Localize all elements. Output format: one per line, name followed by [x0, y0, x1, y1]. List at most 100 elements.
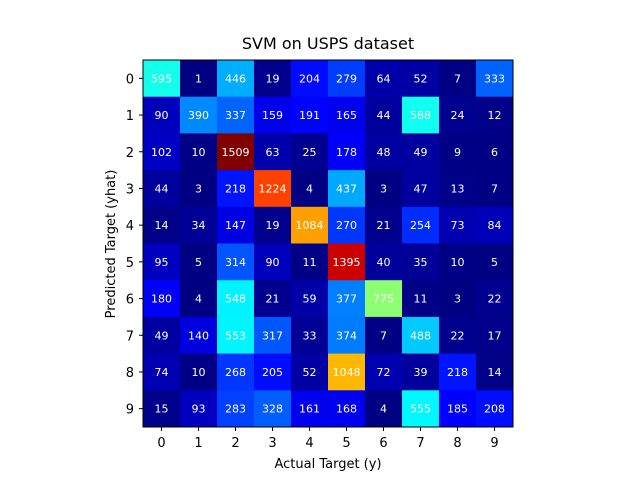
- cell-value-label: 6: [491, 146, 498, 159]
- heatmap-cell: [180, 206, 218, 244]
- heatmap-cell: [328, 353, 366, 391]
- heatmap-cell: [476, 170, 514, 208]
- cell-value-label: 5: [195, 256, 202, 269]
- heatmap-cell: [476, 280, 514, 318]
- cell-value-label: 52: [414, 72, 428, 85]
- cell-value-label: 44: [155, 182, 169, 195]
- heatmap-cell: [439, 170, 477, 208]
- heatmap-cell: [476, 60, 514, 98]
- y-axis-ticks: 0 1 2 3 4 5 6 7 8 9: [126, 72, 143, 418]
- heatmap-cell: [439, 280, 477, 318]
- cell-value-label: 185: [447, 403, 468, 416]
- y-tick-label: 0: [126, 72, 134, 87]
- heatmap-cell: [328, 316, 366, 355]
- heatmap-cell: [254, 60, 292, 98]
- heatmap-cell: [291, 96, 329, 134]
- heatmap-cell: [217, 353, 255, 391]
- heatmap-cell: [402, 390, 440, 428]
- x-tick-label: 0: [157, 436, 165, 451]
- cell-value-label: 52: [303, 366, 317, 379]
- heatmap-cell: [402, 96, 440, 134]
- heatmap-cell: [254, 390, 292, 428]
- heatmap-cell: [402, 243, 440, 281]
- cell-value-label: 168: [336, 403, 357, 416]
- heatmap-cell: [217, 206, 255, 244]
- x-tick-label: 6: [379, 436, 387, 451]
- heatmap-cell: [402, 316, 440, 355]
- cell-value-label: 49: [414, 146, 428, 159]
- cell-value-label: 178: [336, 146, 357, 159]
- heatmap-cell: [291, 60, 329, 98]
- heatmap-cell: [476, 353, 514, 391]
- heatmap-cell: [476, 243, 514, 281]
- y-tick-label: 5: [126, 256, 134, 271]
- x-axis-ticks: 0 1 2 3 4 5 6 7 8 9: [157, 427, 499, 451]
- cell-value-label: 374: [336, 329, 357, 342]
- cell-value-label: 279: [336, 72, 357, 85]
- heatmap-cell: [328, 60, 366, 98]
- heatmap-cell: [217, 133, 255, 171]
- heatmap-cell: [291, 280, 329, 318]
- heatmap-cell: [143, 133, 181, 171]
- cell-value-label: 3: [380, 182, 387, 195]
- heatmap-cell: [291, 243, 329, 281]
- x-tick-label: 7: [416, 436, 424, 451]
- heatmap-cell: [476, 390, 514, 428]
- heatmap-cell: [291, 316, 329, 355]
- cell-value-label: 1509: [222, 146, 250, 159]
- heatmap-cell: [143, 316, 181, 355]
- cell-value-label: 33: [303, 329, 317, 342]
- cell-value-label: 161: [299, 403, 320, 416]
- heatmap-cell: [476, 206, 514, 244]
- heatmap-cell: [328, 96, 366, 134]
- heatmap-cell: [254, 280, 292, 318]
- cell-value-label: 44: [377, 109, 391, 122]
- heatmap-cell: [439, 133, 477, 171]
- cell-value-label: 93: [192, 403, 206, 416]
- heatmap-cell: [365, 133, 403, 171]
- x-tick-label: 9: [490, 436, 498, 451]
- cell-value-label: 553: [225, 329, 246, 342]
- heatmap-cells: [143, 60, 514, 428]
- cell-value-label: 165: [336, 109, 357, 122]
- heatmap-cell: [402, 60, 440, 98]
- cell-value-label: 595: [151, 72, 172, 85]
- y-tick-label: 7: [126, 329, 134, 344]
- cell-value-label: 74: [155, 366, 169, 379]
- cell-value-label: 1395: [333, 256, 361, 269]
- cell-value-label: 21: [377, 219, 391, 232]
- heatmap-cell: [328, 280, 366, 318]
- cell-value-label: 140: [188, 329, 209, 342]
- cell-value-label: 22: [488, 293, 502, 306]
- heatmap-cell: [476, 96, 514, 134]
- cell-value-label: 548: [225, 293, 246, 306]
- cell-value-label: 14: [488, 366, 502, 379]
- cell-value-label: 208: [484, 403, 505, 416]
- cell-value-label: 7: [454, 72, 461, 85]
- heatmap-cell: [439, 353, 477, 391]
- x-tick-label: 3: [268, 436, 276, 451]
- heatmap-cell: [217, 170, 255, 208]
- cell-value-label: 102: [151, 146, 172, 159]
- cell-value-label: 775: [373, 293, 394, 306]
- heatmap-cell: [180, 390, 218, 428]
- heatmap-cell: [180, 243, 218, 281]
- heatmap-cell: [365, 316, 403, 355]
- cell-value-label: 90: [155, 109, 169, 122]
- cell-value-label: 11: [414, 293, 428, 306]
- cell-value-label: 10: [451, 256, 465, 269]
- cell-value-label: 34: [192, 219, 206, 232]
- heatmap-cell: [180, 316, 218, 355]
- cell-value-label: 159: [262, 109, 283, 122]
- cell-value-label: 1224: [259, 182, 287, 195]
- heatmap-cell: [143, 170, 181, 208]
- cell-value-label: 333: [484, 72, 505, 85]
- cell-value-label: 4: [380, 403, 387, 416]
- cell-value-label: 204: [299, 72, 320, 85]
- heatmap-cell: [365, 243, 403, 281]
- heatmap-cell: [180, 170, 218, 208]
- cell-value-label: 84: [488, 219, 502, 232]
- cell-value-label: 254: [410, 219, 431, 232]
- cell-value-label: 35: [414, 256, 428, 269]
